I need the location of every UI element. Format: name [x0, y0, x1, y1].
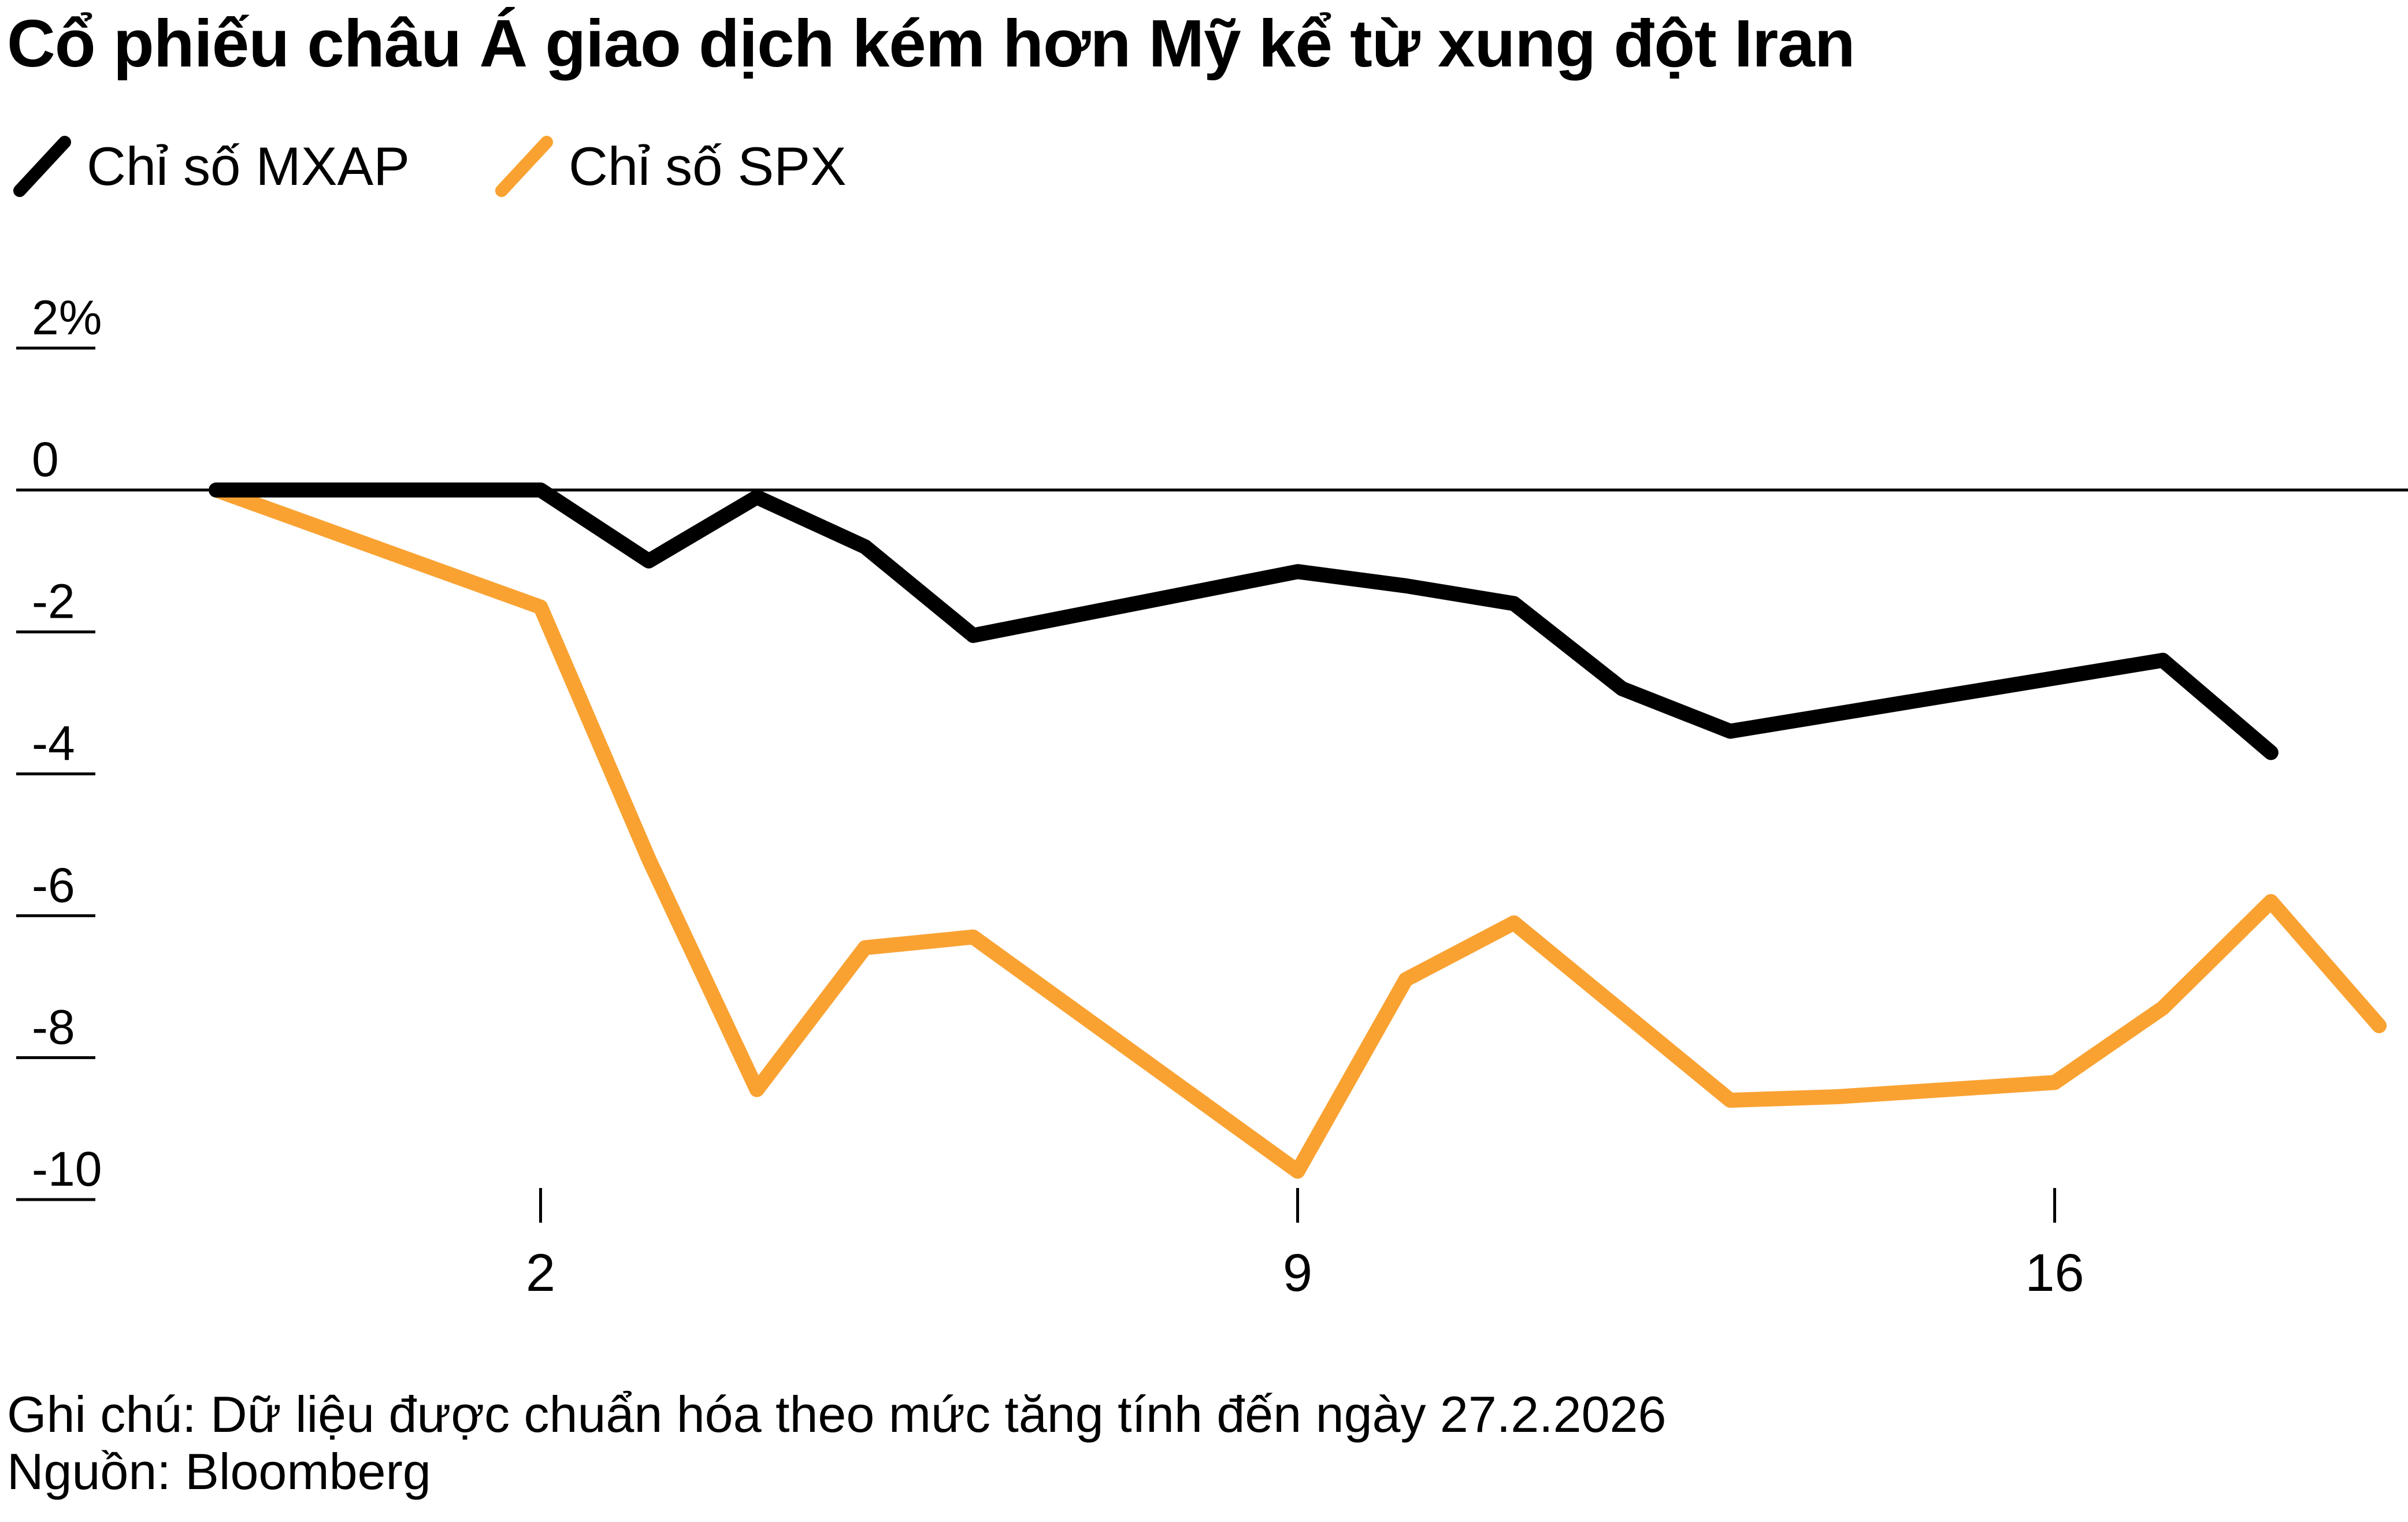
legend-label-spx: Chỉ số SPX	[569, 136, 847, 196]
y-axis-label: -8	[32, 1000, 75, 1054]
legend-label-mxap: Chỉ số MXAP	[87, 136, 410, 196]
y-axis-label: -4	[32, 716, 75, 770]
footer-source: Nguồn: Bloomberg	[7, 1443, 431, 1500]
mxap-series-line	[209, 482, 2279, 760]
chart-footer: Ghi chú: Dữ liệu được chuẩn hóa theo mức…	[7, 1386, 1666, 1500]
page-title: Cổ phiếu châu Á giao dịch kém hơn Mỹ kể …	[7, 6, 1856, 81]
y-axis-label: -6	[32, 858, 75, 912]
y-axis-label: 2%	[32, 290, 102, 344]
x-axis-label: 16	[2025, 1243, 2084, 1302]
mxap-legend-slash-icon	[13, 136, 71, 197]
x-axis-label: 2	[526, 1243, 555, 1302]
spx-legend-slash-icon	[495, 136, 553, 197]
y-axis-label: 0	[32, 432, 59, 487]
legend-item-spx: Chỉ số SPX	[492, 134, 847, 199]
footer-note: Ghi chú: Dữ liệu được chuẩn hóa theo mức…	[7, 1386, 1667, 1443]
spx-series-line	[209, 482, 2387, 1179]
y-axis-label: -10	[32, 1142, 102, 1196]
y-axis-label: -2	[32, 574, 75, 629]
legend-item-mxap: Chỉ số MXAP	[10, 134, 410, 199]
x-axis-label: 9	[1283, 1243, 1312, 1302]
